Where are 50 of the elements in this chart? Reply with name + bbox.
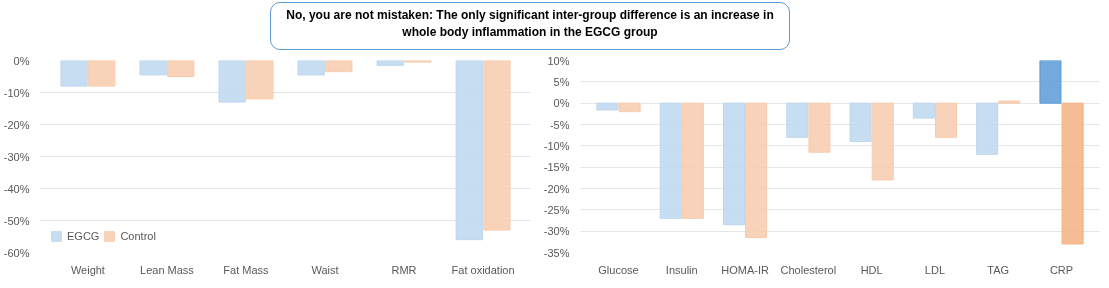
bar: [849, 102, 872, 143]
bar: [808, 102, 831, 153]
legend-label: EGCG: [67, 230, 100, 242]
x-tick-label: Waist: [311, 263, 339, 276]
x-tick-label: TAG: [987, 263, 1010, 276]
bar: [659, 102, 682, 219]
x-tick-label: LDL: [924, 263, 946, 276]
bar: [998, 100, 1021, 104]
y-tick-label: -40%: [3, 182, 30, 195]
y-tick-label: -60%: [3, 246, 30, 259]
bar: [722, 102, 746, 226]
bar: [596, 102, 619, 111]
x-tick-label: HOMA-IR: [721, 263, 769, 276]
bar: [912, 102, 935, 119]
y-tick-label: -10%: [3, 86, 30, 99]
y-tick-label: -20%: [543, 182, 570, 195]
bar: [1039, 60, 1062, 104]
x-tick-label: Fat oxidation: [451, 263, 515, 276]
x-tick-label: Lean Mass: [140, 263, 195, 276]
y-tick-label: -35%: [543, 246, 570, 259]
bar: [1061, 102, 1084, 245]
x-tick-label: RMR: [391, 263, 417, 276]
bar: [934, 102, 958, 138]
bar: [745, 102, 768, 239]
y-tick-label: -25%: [543, 203, 570, 216]
bar: [618, 102, 641, 113]
x-tick-label: Weight: [70, 263, 105, 276]
y-tick-label: 0%: [13, 54, 30, 67]
y-tick-label: 0%: [553, 97, 570, 110]
y-tick-label: -15%: [543, 161, 570, 174]
bar: [681, 102, 704, 219]
bar: [871, 102, 894, 181]
legend-label: Control: [120, 230, 156, 242]
x-tick-label: HDL: [860, 263, 883, 276]
y-tick-label: -30%: [3, 150, 30, 163]
x-tick-label: CRP: [1049, 263, 1074, 276]
bar: [786, 102, 809, 138]
x-tick-label: Insulin: [665, 263, 698, 276]
y-tick-label: -10%: [543, 139, 570, 152]
y-tick-label: -50%: [3, 214, 30, 227]
x-tick-label: Fat Mass: [223, 263, 270, 276]
text: No, you are not mistaken: The only significant inter-group difference is an increase in whole body inflammation in the EGCG group: [285, 7, 775, 42]
y-tick-label: -20%: [3, 118, 30, 131]
bar: [976, 102, 999, 155]
y-tick-label: -5%: [549, 118, 570, 131]
y-tick-label: 10%: [547, 54, 570, 67]
y-tick-label: 5%: [553, 75, 570, 88]
x-tick-label: Glucose: [598, 263, 639, 276]
x-tick-label: Cholesterol: [780, 263, 837, 276]
y-tick-label: -30%: [543, 225, 570, 238]
